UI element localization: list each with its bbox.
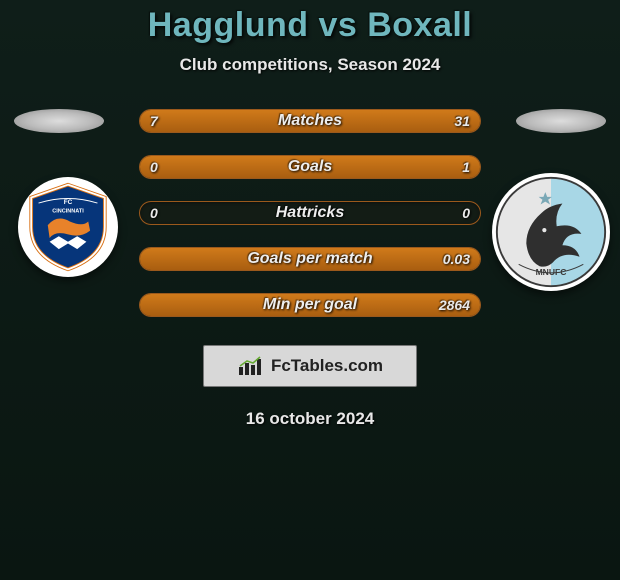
- stat-value-right: 2864: [439, 297, 470, 313]
- svg-text:FC: FC: [64, 199, 73, 206]
- stat-value-right: 1: [462, 159, 470, 175]
- stat-row: 7Matches31: [139, 109, 481, 133]
- player-right-shadow: [516, 109, 606, 133]
- stat-label: Goals: [140, 158, 480, 176]
- header: Hagglund vs Boxall Club competitions, Se…: [0, 0, 620, 75]
- stat-row: Goals per match0.03: [139, 247, 481, 271]
- brand-box[interactable]: FcTables.com: [203, 345, 417, 387]
- team-right-badge: MNUFC: [492, 173, 610, 291]
- stat-row: 0Hattricks0: [139, 201, 481, 225]
- page-subtitle: Club competitions, Season 2024: [0, 55, 620, 75]
- comparison-body: FC CINCINNATI MNUFC 7Matches310Goals10Ha…: [0, 109, 620, 429]
- stat-value-right: 0.03: [443, 251, 470, 267]
- stat-row: Min per goal2864: [139, 293, 481, 317]
- page-title: Hagglund vs Boxall: [0, 6, 620, 45]
- stat-label: Goals per match: [140, 250, 480, 268]
- stat-label: Matches: [140, 112, 480, 130]
- team-left-badge: FC CINCINNATI: [18, 177, 118, 277]
- mnufc-crest-icon: MNUFC: [494, 175, 608, 289]
- player-left-shadow: [14, 109, 104, 133]
- bars-icon: [237, 355, 267, 377]
- svg-text:CINCINNATI: CINCINNATI: [52, 208, 84, 214]
- stat-rows: 7Matches310Goals10Hattricks0Goals per ma…: [139, 109, 481, 317]
- brand-text: FcTables.com: [271, 356, 383, 376]
- cincinnati-crest-icon: FC CINCINNATI: [22, 181, 114, 273]
- stat-value-right: 31: [454, 113, 470, 129]
- stat-label: Hattricks: [140, 204, 480, 222]
- svg-text:MNUFC: MNUFC: [536, 267, 567, 277]
- date-line: 16 october 2024: [0, 409, 620, 429]
- stat-value-right: 0: [462, 205, 470, 221]
- stat-label: Min per goal: [140, 296, 480, 314]
- stat-row: 0Goals1: [139, 155, 481, 179]
